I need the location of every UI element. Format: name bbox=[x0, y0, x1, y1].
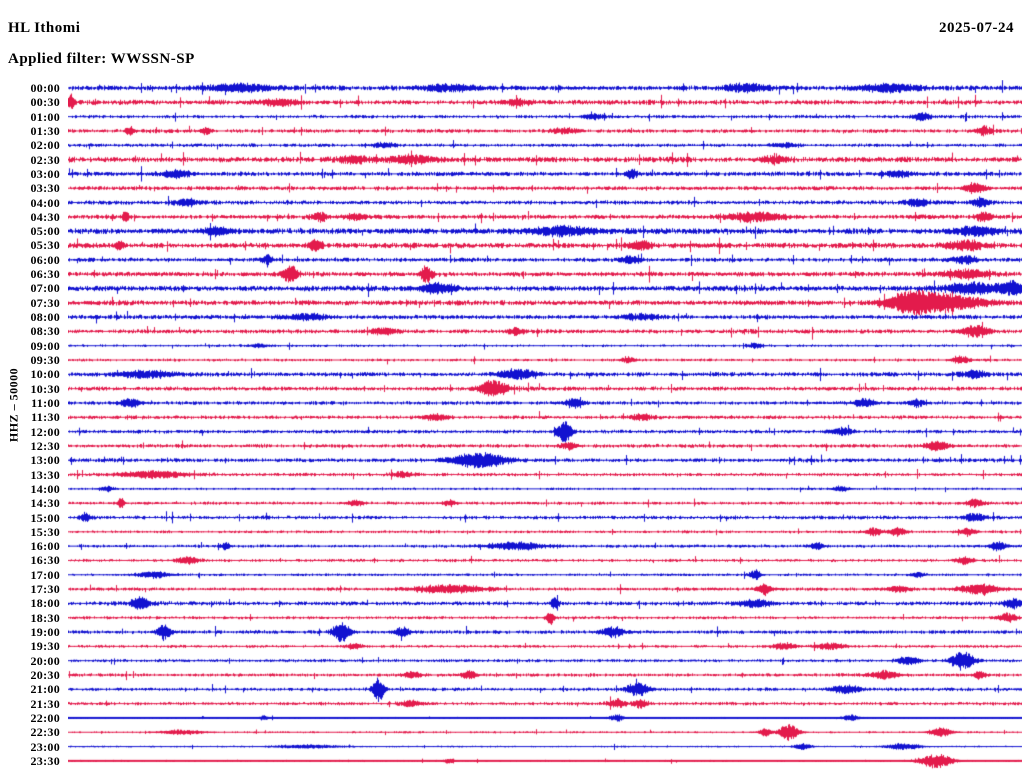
time-label-04-00: 04:00 bbox=[30, 195, 60, 210]
time-label-22-00: 22:00 bbox=[30, 710, 60, 725]
time-label-18-00: 18:00 bbox=[30, 596, 60, 611]
time-label-00-00: 00:00 bbox=[30, 81, 60, 95]
time-label-12-30: 12:30 bbox=[30, 438, 60, 453]
time-label-14-00: 14:00 bbox=[30, 481, 60, 496]
time-label-17-00: 17:00 bbox=[30, 567, 60, 582]
time-label-10-30: 10:30 bbox=[30, 381, 60, 396]
date-label: 2025-07-24 bbox=[939, 20, 1014, 36]
time-label-08-00: 08:00 bbox=[30, 310, 60, 325]
time-label-08-30: 08:30 bbox=[30, 324, 60, 339]
time-label-09-30: 09:30 bbox=[30, 353, 60, 368]
time-label-15-30: 15:30 bbox=[30, 524, 60, 539]
time-label-21-00: 21:00 bbox=[30, 682, 60, 697]
time-label-18-30: 18:30 bbox=[30, 610, 60, 625]
time-label-16-30: 16:30 bbox=[30, 553, 60, 568]
time-label-23-00: 23:00 bbox=[30, 739, 60, 754]
time-label-21-30: 21:30 bbox=[30, 696, 60, 711]
applied-filter-label: Applied filter: WWSSN-SP bbox=[8, 51, 195, 67]
time-label-14-30: 14:30 bbox=[30, 496, 60, 511]
time-label-03-00: 03:00 bbox=[30, 166, 60, 181]
time-label-06-30: 06:30 bbox=[30, 267, 60, 282]
time-label-09-00: 09:00 bbox=[30, 338, 60, 353]
time-label-23-30: 23:30 bbox=[30, 753, 60, 768]
time-label-20-30: 20:30 bbox=[30, 667, 60, 682]
time-label-22-30: 22:30 bbox=[30, 725, 60, 740]
time-label-13-00: 13:00 bbox=[30, 453, 60, 468]
time-label-01-00: 01:00 bbox=[30, 109, 60, 124]
time-label-11-00: 11:00 bbox=[31, 395, 60, 410]
time-label-19-00: 19:00 bbox=[30, 625, 60, 640]
time-label-17-30: 17:30 bbox=[30, 582, 60, 597]
time-label-02-00: 02:00 bbox=[30, 138, 60, 153]
time-label-06-00: 06:00 bbox=[30, 252, 60, 267]
time-label-00-30: 00:30 bbox=[30, 95, 60, 110]
time-label-03-30: 03:30 bbox=[30, 181, 60, 196]
time-label-19-30: 19:30 bbox=[30, 639, 60, 654]
time-label-07-00: 07:00 bbox=[30, 281, 60, 296]
station-title: HL Ithomi bbox=[8, 20, 81, 36]
time-label-07-30: 07:30 bbox=[30, 295, 60, 310]
time-label-16-00: 16:00 bbox=[30, 539, 60, 554]
time-label-20-00: 20:00 bbox=[30, 653, 60, 668]
time-label-05-00: 05:00 bbox=[30, 224, 60, 239]
time-label-04-30: 04:30 bbox=[30, 209, 60, 224]
time-label-11-30: 11:30 bbox=[31, 410, 60, 425]
time-label-13-30: 13:30 bbox=[30, 467, 60, 482]
time-label-02-30: 02:30 bbox=[30, 152, 60, 167]
helicorder-traces bbox=[68, 80, 1022, 770]
time-label-05-30: 05:30 bbox=[30, 238, 60, 253]
time-label-10-00: 10:00 bbox=[30, 367, 60, 382]
time-label-12-00: 12:00 bbox=[30, 424, 60, 439]
time-label-15-00: 15:00 bbox=[30, 510, 60, 525]
time-label-01-30: 01:30 bbox=[30, 123, 60, 138]
